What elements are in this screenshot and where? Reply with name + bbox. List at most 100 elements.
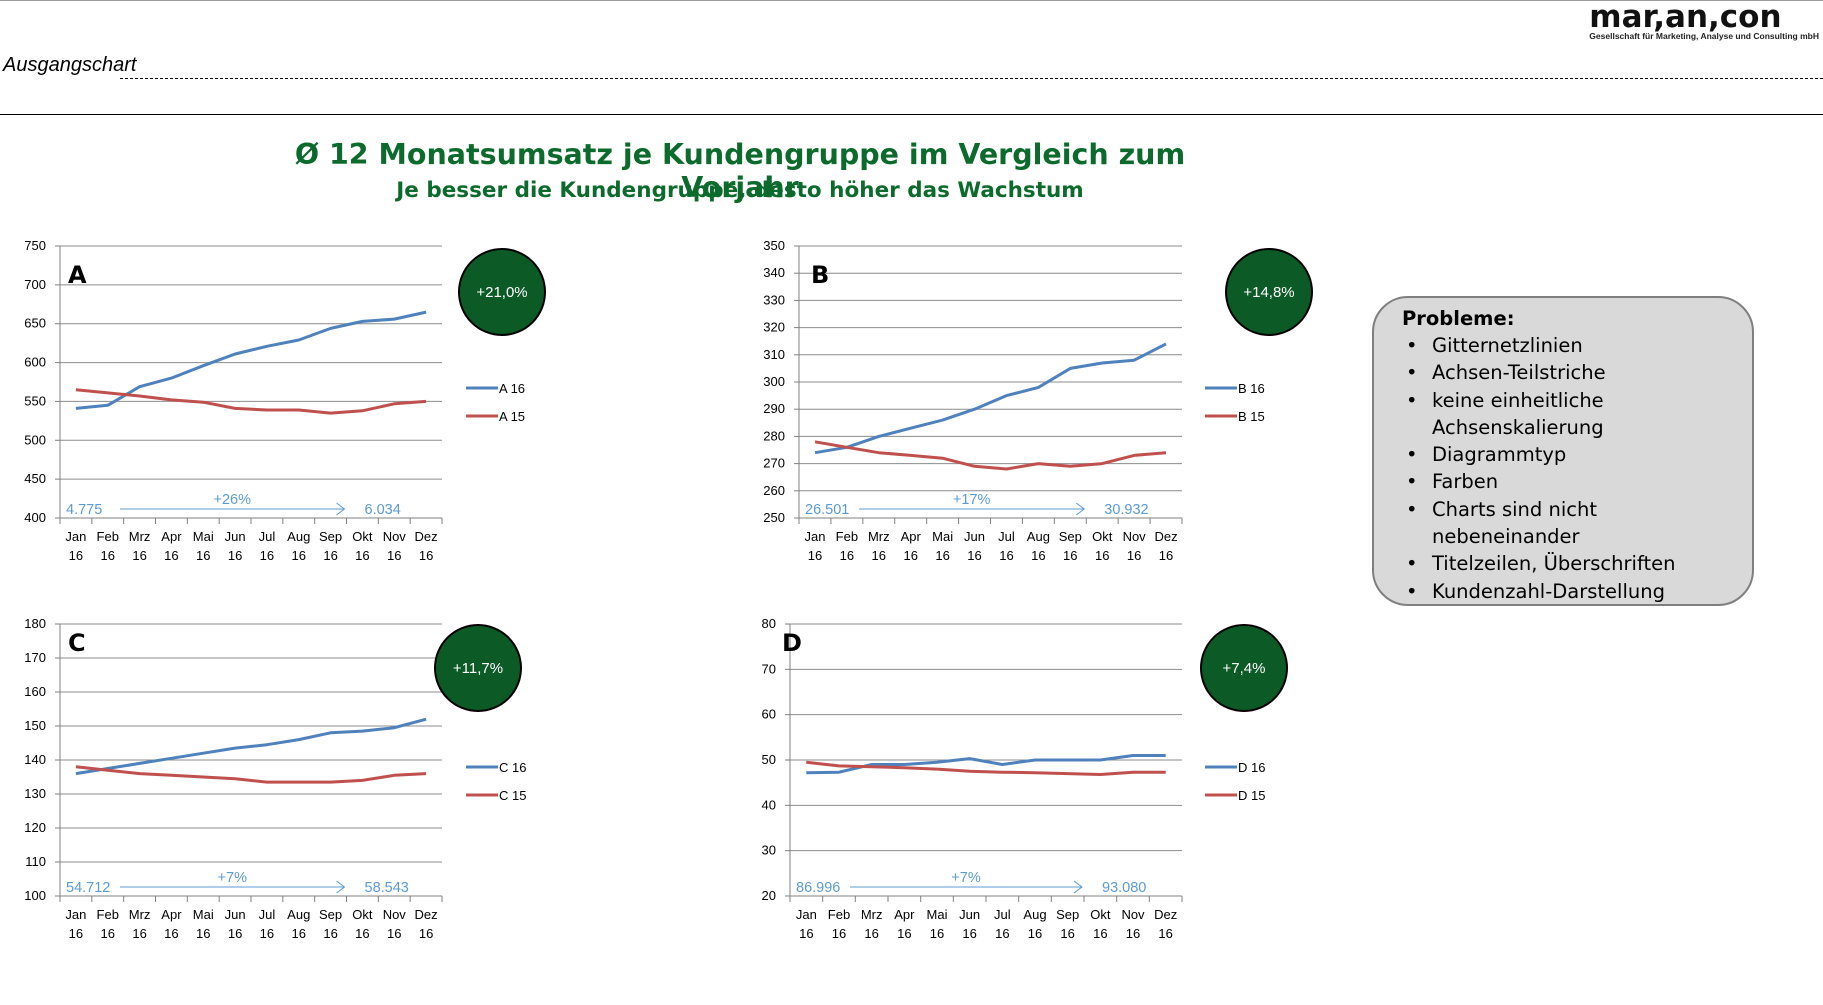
growth-badge-c: +11,7% xyxy=(434,624,522,712)
x-tick-month: Sep xyxy=(1059,529,1082,544)
x-tick-month: Aug xyxy=(287,907,310,922)
problem-item: Titelzeilen, Überschriften xyxy=(1406,550,1736,578)
legend-label: D 16 xyxy=(1238,760,1265,775)
legend-label: C 15 xyxy=(499,788,526,803)
y-tick-label: 30 xyxy=(762,843,776,858)
x-tick-month: Okt xyxy=(1092,529,1113,544)
legend-label: D 15 xyxy=(1238,788,1265,803)
y-tick-label: 400 xyxy=(24,510,46,525)
y-tick-label: 300 xyxy=(763,374,785,389)
problem-item: Farben xyxy=(1406,468,1736,496)
y-tick-label: 20 xyxy=(762,888,776,903)
y-tick-label: 340 xyxy=(763,265,785,280)
logo-subtitle: Gesellschaft für Marketing, Analyse und … xyxy=(1589,31,1819,41)
x-tick-label: Jul 16 xyxy=(998,529,1015,563)
y-tick-label: 140 xyxy=(24,752,46,767)
x-tick-year: 16 xyxy=(930,926,944,941)
y-tick-label: 330 xyxy=(763,292,785,307)
growth-badge-b: +14,8% xyxy=(1225,248,1313,336)
x-tick-month: Mrz xyxy=(861,907,883,922)
y-tick-label: 310 xyxy=(763,347,785,362)
x-tick-month: Okt xyxy=(352,529,373,544)
header-divider xyxy=(0,114,1823,115)
y-tick-label: 70 xyxy=(762,661,776,676)
legend-label: B 15 xyxy=(1238,409,1265,424)
problem-item: keine einheitliche Achsenskalierung xyxy=(1406,387,1736,442)
y-tick-label: 280 xyxy=(763,428,785,443)
problems-list: Gitternetzlinien Achsen-Teilstriche kein… xyxy=(1402,332,1736,605)
x-tick-month: Dez xyxy=(415,529,438,544)
x-tick-month: Nov xyxy=(383,529,407,544)
x-tick-label: Okt 16 xyxy=(352,529,373,563)
x-tick-label: Jun 16 xyxy=(225,907,246,941)
x-tick-year: 16 xyxy=(132,548,146,563)
legend-label: A 15 xyxy=(499,409,525,424)
x-tick-year: 16 xyxy=(419,548,433,563)
dashed-divider xyxy=(120,78,1823,79)
x-tick-label: Feb 16 xyxy=(97,907,119,941)
customers-start: 26.501 xyxy=(805,502,849,518)
x-tick-label: Apr 16 xyxy=(161,907,182,941)
y-tick-label: 130 xyxy=(24,786,46,801)
y-tick-label: 320 xyxy=(763,320,785,335)
y-tick-label: 450 xyxy=(24,471,46,486)
x-tick-year: 16 xyxy=(101,926,115,941)
x-tick-year: 16 xyxy=(228,926,242,941)
legend-label: B 16 xyxy=(1238,381,1265,396)
x-tick-month: Dez xyxy=(1154,529,1177,544)
x-tick-label: Mai 16 xyxy=(932,529,953,563)
x-tick-month: Jan xyxy=(65,907,86,922)
x-tick-year: 16 xyxy=(840,548,854,563)
x-tick-year: 16 xyxy=(799,926,813,941)
y-tick-label: 650 xyxy=(24,316,46,331)
x-tick-month: Jul xyxy=(998,529,1015,544)
x-tick-year: 16 xyxy=(872,548,886,563)
series-line-b-16 xyxy=(814,342,1167,455)
x-tick-year: 16 xyxy=(164,926,178,941)
x-tick-year: 16 xyxy=(387,548,401,563)
x-tick-label: Aug 16 xyxy=(1023,907,1046,941)
series-line-d-16 xyxy=(806,754,1166,775)
x-tick-month: Jun xyxy=(225,529,246,544)
x-tick-label: Mai 16 xyxy=(193,907,214,941)
x-tick-month: Apr xyxy=(901,529,922,544)
y-tick-label: 250 xyxy=(763,510,785,525)
customers-end: 6.034 xyxy=(365,502,401,518)
x-tick-month: Sep xyxy=(1056,907,1079,922)
customers-end: 58.543 xyxy=(365,880,409,896)
x-tick-month: Nov xyxy=(383,907,407,922)
x-tick-year: 16 xyxy=(260,926,274,941)
x-tick-year: 16 xyxy=(935,548,949,563)
top-border xyxy=(0,0,1823,1)
x-tick-label: Apr 16 xyxy=(161,529,182,563)
x-tick-label: Apr 16 xyxy=(894,907,915,941)
y-tick-label: 150 xyxy=(24,718,46,733)
x-tick-year: 16 xyxy=(387,926,401,941)
x-tick-label: Dez 16 xyxy=(1154,529,1177,563)
x-tick-month: Aug xyxy=(1027,529,1050,544)
page-subtitle: Je besser die Kundengruppe, desto höher … xyxy=(396,178,1084,203)
growth-badge-a: +21,0% xyxy=(458,248,546,336)
growth-badge-d: +7,4% xyxy=(1200,624,1288,712)
x-tick-year: 16 xyxy=(228,548,242,563)
x-tick-year: 16 xyxy=(1093,926,1107,941)
y-tick-label: 350 xyxy=(763,238,785,253)
x-tick-year: 16 xyxy=(355,548,369,563)
y-tick-label: 270 xyxy=(763,456,785,471)
x-tick-year: 16 xyxy=(1095,548,1109,563)
panel-label: B xyxy=(811,261,829,289)
x-tick-month: Mrz xyxy=(129,907,151,922)
x-tick-label: Aug 16 xyxy=(287,529,310,563)
x-tick-label: Nov 16 xyxy=(383,529,407,563)
x-tick-month: Apr xyxy=(894,907,915,922)
panel-label: A xyxy=(68,261,87,289)
x-tick-month: Nov xyxy=(1121,907,1145,922)
x-tick-label: Jul 16 xyxy=(994,907,1011,941)
x-tick-month: Mai xyxy=(927,907,948,922)
x-tick-month: Feb xyxy=(97,907,119,922)
x-tick-label: Mrz 16 xyxy=(129,907,151,941)
y-tick-label: 750 xyxy=(24,238,46,253)
y-tick-label: 290 xyxy=(763,401,785,416)
